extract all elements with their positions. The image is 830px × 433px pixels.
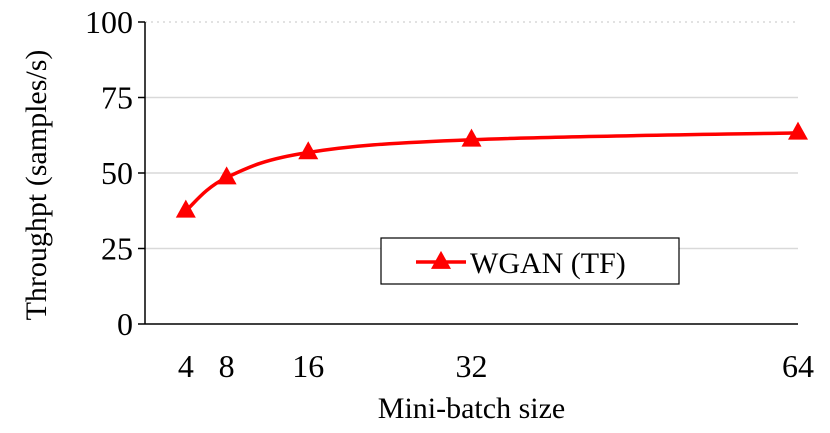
x-tick-label: 16 (292, 348, 324, 384)
x-axis-label: Mini-batch size (378, 392, 565, 425)
y-tick-labels: 0 25 50 75 100 (85, 4, 145, 342)
data-point-marker (175, 199, 196, 218)
x-tick-label: 8 (219, 348, 235, 384)
data-point-marker (298, 141, 319, 160)
x-tick-label: 64 (782, 348, 814, 384)
data-point-marker (788, 121, 808, 140)
y-tick-label: 100 (85, 4, 133, 40)
data-point-marker (216, 166, 237, 185)
legend-marker (431, 250, 451, 269)
series-line (184, 131, 799, 213)
x-tick-label: 4 (178, 348, 194, 384)
y-axis-label: Throughpt (samples/s) (20, 50, 53, 321)
x-tick-labels: 4 8 16 32 64 (178, 348, 814, 384)
y-tick-label: 75 (101, 80, 133, 116)
y-tick-label: 0 (117, 306, 133, 342)
legend-series-name: WGAN (TF) (470, 247, 626, 280)
data-point-marker (461, 128, 482, 147)
series-layer (175, 121, 808, 218)
legend: WGAN (TF) (380, 237, 680, 285)
y-tick-label: 50 (101, 155, 133, 191)
y-tick-label: 25 (101, 231, 133, 267)
x-tick-label: 32 (456, 348, 488, 384)
